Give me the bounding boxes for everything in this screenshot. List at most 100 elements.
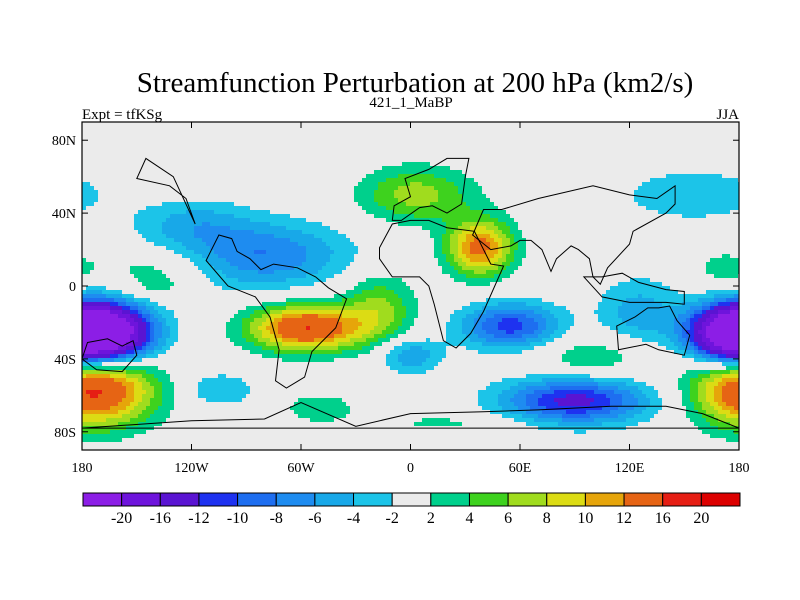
- field-cell: [150, 146, 155, 151]
- field-cell: [574, 234, 579, 239]
- field-cell: [378, 214, 383, 219]
- field-cell: [218, 142, 223, 147]
- field-cell: [162, 130, 167, 135]
- field-cell: [254, 146, 259, 151]
- field-cell: [190, 122, 195, 127]
- field-cell: [86, 182, 91, 187]
- field-cell: [678, 234, 683, 239]
- field-cell: [486, 182, 491, 187]
- field-cell: [534, 218, 539, 223]
- field-cell: [594, 178, 599, 183]
- field-cell: [678, 230, 683, 235]
- field-cell: [326, 202, 331, 207]
- field-cell: [438, 162, 443, 167]
- field-cell: [210, 122, 215, 127]
- field-cell: [410, 182, 415, 187]
- field-cell: [326, 122, 331, 127]
- field-cell: [682, 234, 687, 239]
- field-cell: [346, 142, 351, 147]
- field-cell: [206, 198, 211, 203]
- field-cell: [658, 234, 663, 239]
- field-cell: [530, 202, 535, 207]
- field-cell: [290, 150, 295, 155]
- field-cell: [394, 162, 399, 167]
- field-cell: [406, 234, 411, 239]
- field-cell: [614, 194, 619, 199]
- field-cell: [682, 186, 687, 191]
- field-cell: [382, 134, 387, 139]
- field-cell: [666, 178, 671, 183]
- field-cell: [594, 230, 599, 235]
- field-cell: [642, 170, 647, 175]
- field-cell: [666, 158, 671, 163]
- field-cell: [146, 142, 151, 147]
- field-cell: [198, 198, 203, 203]
- field-cell: [558, 130, 563, 135]
- field-cell: [494, 178, 499, 183]
- field-cell: [658, 134, 663, 139]
- field-cell: [506, 230, 511, 235]
- field-cell: [386, 150, 391, 155]
- field-cell: [586, 166, 591, 171]
- field-cell: [370, 214, 375, 219]
- field-cell: [474, 218, 479, 223]
- field-cell: [262, 234, 267, 239]
- field-cell: [594, 206, 599, 211]
- field-cell: [110, 190, 115, 195]
- field-cell: [606, 158, 611, 163]
- field-cell: [554, 190, 559, 195]
- field-cell: [698, 162, 703, 167]
- field-cell: [626, 178, 631, 183]
- field-cell: [178, 222, 183, 227]
- field-cell: [470, 138, 475, 143]
- field-cell: [342, 154, 347, 159]
- field-cell: [730, 150, 735, 155]
- field-cell: [698, 150, 703, 155]
- field-cell: [86, 150, 91, 155]
- field-cell: [398, 186, 403, 191]
- field-cell: [442, 166, 447, 171]
- field-cell: [690, 226, 695, 231]
- field-cell: [478, 162, 483, 167]
- field-cell: [214, 142, 219, 147]
- field-cell: [622, 170, 627, 175]
- field-cell: [210, 138, 215, 143]
- field-cell: [246, 122, 251, 127]
- field-cell: [678, 170, 683, 175]
- field-cell: [194, 210, 199, 215]
- field-cell: [150, 226, 155, 231]
- field-cell: [370, 230, 375, 235]
- field-cell: [722, 154, 727, 159]
- field-cell: [282, 186, 287, 191]
- field-cell: [726, 202, 731, 207]
- field-cell: [622, 182, 627, 187]
- field-cell: [318, 194, 323, 199]
- field-cell: [658, 158, 663, 163]
- field-cell: [242, 158, 247, 163]
- field-cell: [382, 122, 387, 127]
- field-cell: [618, 158, 623, 163]
- field-cell: [126, 206, 131, 211]
- field-cell: [414, 186, 419, 191]
- field-cell: [138, 166, 143, 171]
- field-cell: [270, 186, 275, 191]
- field-cell: [294, 206, 299, 211]
- field-cell: [678, 146, 683, 151]
- field-cell: [482, 206, 487, 211]
- field-cell: [310, 222, 315, 227]
- field-cell: [386, 234, 391, 239]
- field-cell: [142, 186, 147, 191]
- field-cell: [730, 174, 735, 179]
- field-cell: [182, 242, 187, 247]
- field-cell: [90, 178, 95, 183]
- field-cell: [562, 170, 567, 175]
- field-cell: [694, 122, 699, 127]
- field-cell: [302, 214, 307, 219]
- field-cell: [398, 142, 403, 147]
- field-cell: [94, 218, 99, 223]
- field-cell: [550, 138, 555, 143]
- field-cell: [734, 226, 739, 231]
- field-cell: [370, 206, 375, 211]
- field-cell: [230, 242, 235, 247]
- field-cell: [622, 130, 627, 135]
